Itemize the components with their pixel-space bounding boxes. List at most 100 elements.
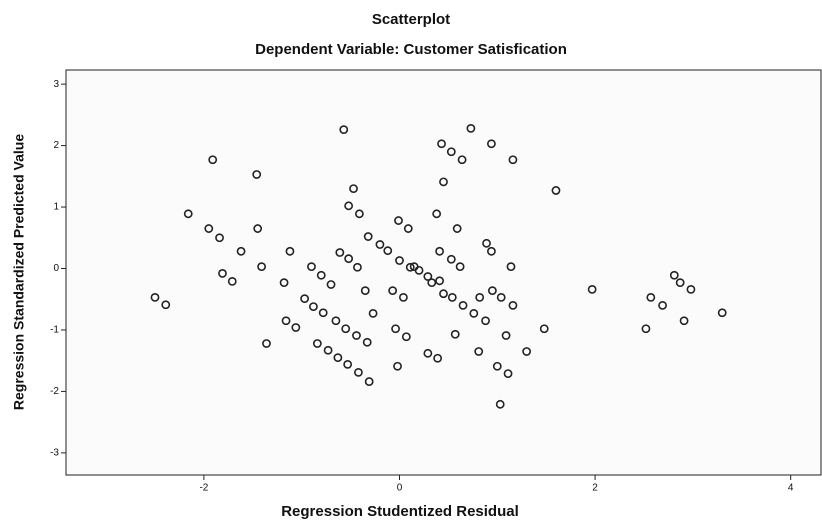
point xyxy=(495,399,505,409)
point xyxy=(262,339,271,348)
point xyxy=(368,308,378,318)
point xyxy=(326,280,336,289)
point xyxy=(466,123,476,133)
point xyxy=(433,353,443,363)
point xyxy=(204,224,214,233)
point xyxy=(309,302,318,312)
point xyxy=(394,216,403,225)
point xyxy=(252,170,262,179)
point xyxy=(522,347,532,356)
point xyxy=(354,209,364,219)
point xyxy=(331,316,341,326)
point xyxy=(300,294,310,304)
point xyxy=(399,292,408,302)
point xyxy=(323,345,333,355)
point xyxy=(316,270,326,280)
point xyxy=(414,265,424,275)
point xyxy=(344,254,354,264)
point xyxy=(363,232,373,241)
point xyxy=(447,292,457,302)
point xyxy=(669,270,679,280)
point xyxy=(383,246,393,256)
chart-title: Scatterplot xyxy=(372,11,450,28)
point xyxy=(492,361,502,371)
point xyxy=(501,331,511,340)
point xyxy=(401,332,411,342)
point xyxy=(360,286,370,296)
point xyxy=(227,277,237,286)
point xyxy=(307,262,316,272)
y-tick-label: -2 xyxy=(50,386,59,397)
point xyxy=(403,224,413,233)
point xyxy=(503,369,513,378)
point xyxy=(339,125,349,135)
point xyxy=(161,300,171,310)
point xyxy=(508,155,518,165)
point xyxy=(455,262,465,272)
point xyxy=(279,278,289,288)
point xyxy=(450,329,460,339)
point xyxy=(439,289,448,299)
point xyxy=(475,292,485,302)
point xyxy=(446,254,456,264)
point xyxy=(395,256,404,265)
point xyxy=(437,139,446,149)
point xyxy=(183,209,193,219)
point xyxy=(352,331,361,340)
point xyxy=(427,278,437,288)
point xyxy=(717,308,727,318)
point xyxy=(487,139,496,149)
point xyxy=(686,285,696,294)
x-tick-label: -2 xyxy=(199,483,208,494)
point xyxy=(432,209,442,219)
point xyxy=(150,292,160,302)
point xyxy=(344,201,354,211)
y-tick-label: 2 xyxy=(53,140,59,151)
point xyxy=(481,316,490,326)
point xyxy=(457,155,467,165)
y-tick-label: 1 xyxy=(53,202,59,213)
point xyxy=(318,308,328,318)
point xyxy=(285,246,295,256)
point xyxy=(354,367,363,377)
point xyxy=(496,292,506,302)
point xyxy=(487,246,496,256)
point xyxy=(469,308,479,318)
point xyxy=(439,177,448,187)
point xyxy=(375,240,385,249)
point xyxy=(335,248,345,257)
point xyxy=(675,278,685,288)
point xyxy=(551,186,561,195)
y-tick-label: 3 xyxy=(53,79,59,90)
point xyxy=(435,276,444,286)
x-axis-label: Regression Studentized Residual xyxy=(281,503,519,520)
y-tick-label: -3 xyxy=(50,448,59,459)
y-tick-label: 0 xyxy=(53,263,59,274)
point xyxy=(208,155,218,165)
point xyxy=(658,300,667,310)
point xyxy=(587,285,597,294)
point xyxy=(362,337,372,347)
point xyxy=(452,224,462,233)
point xyxy=(646,292,656,302)
point xyxy=(364,377,374,386)
point xyxy=(423,272,433,281)
point xyxy=(435,246,444,256)
point xyxy=(405,262,415,272)
point xyxy=(393,361,402,371)
point xyxy=(446,147,456,157)
point xyxy=(215,233,224,243)
y-tick-label: -1 xyxy=(50,325,59,336)
point xyxy=(458,300,468,310)
y-axis-label: Regression Standardized Predicted Value xyxy=(11,134,27,410)
x-tick-label: 0 xyxy=(397,483,403,494)
point xyxy=(341,324,351,334)
point xyxy=(218,269,227,278)
point xyxy=(253,224,263,233)
point xyxy=(333,353,343,363)
point xyxy=(349,184,358,194)
plot-area xyxy=(65,69,822,476)
point xyxy=(641,324,651,334)
point xyxy=(679,316,689,326)
